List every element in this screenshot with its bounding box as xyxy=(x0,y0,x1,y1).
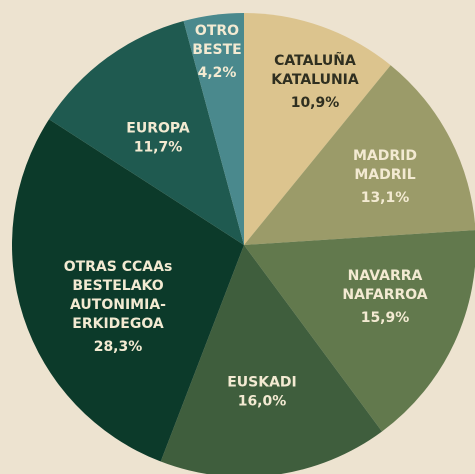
pie-slice xyxy=(183,13,244,245)
slice-label: EUSKADI xyxy=(227,375,297,391)
slice-label: OTRAS CCAAs xyxy=(64,259,173,275)
value-label: 13,1% xyxy=(361,190,410,206)
slice-label: NAVARRA xyxy=(348,268,423,284)
pie-slice xyxy=(244,230,475,432)
slice-label: OTRO xyxy=(195,23,239,39)
slice-label: MADRID xyxy=(353,148,417,164)
pie-slice xyxy=(11,119,244,462)
value-label: 11,7% xyxy=(134,140,183,156)
pie-slice xyxy=(244,13,391,245)
slice-label: AUTONIMIA- xyxy=(70,297,166,313)
slice-label: EUROPA xyxy=(126,121,190,137)
slice-label: BESTE xyxy=(192,42,241,58)
slice-label: BESTELAKO xyxy=(72,278,163,294)
pie-slice xyxy=(244,65,475,245)
value-label: 28,3% xyxy=(94,339,143,355)
pie-slice xyxy=(160,245,383,474)
pie-slice xyxy=(49,21,244,245)
slice-label: ERKIDEGOA xyxy=(72,316,164,332)
value-label: 16,0% xyxy=(238,394,287,410)
value-label: 10,9% xyxy=(291,95,340,111)
value-label: 4,2% xyxy=(198,65,237,81)
slice-label: KATALUNIA xyxy=(271,72,359,88)
slice-label: CATALUÑA xyxy=(274,52,356,69)
value-label: 15,9% xyxy=(361,310,410,326)
slice-label: NAFARROA xyxy=(342,287,427,303)
slice-label: MADRIL xyxy=(354,167,415,183)
